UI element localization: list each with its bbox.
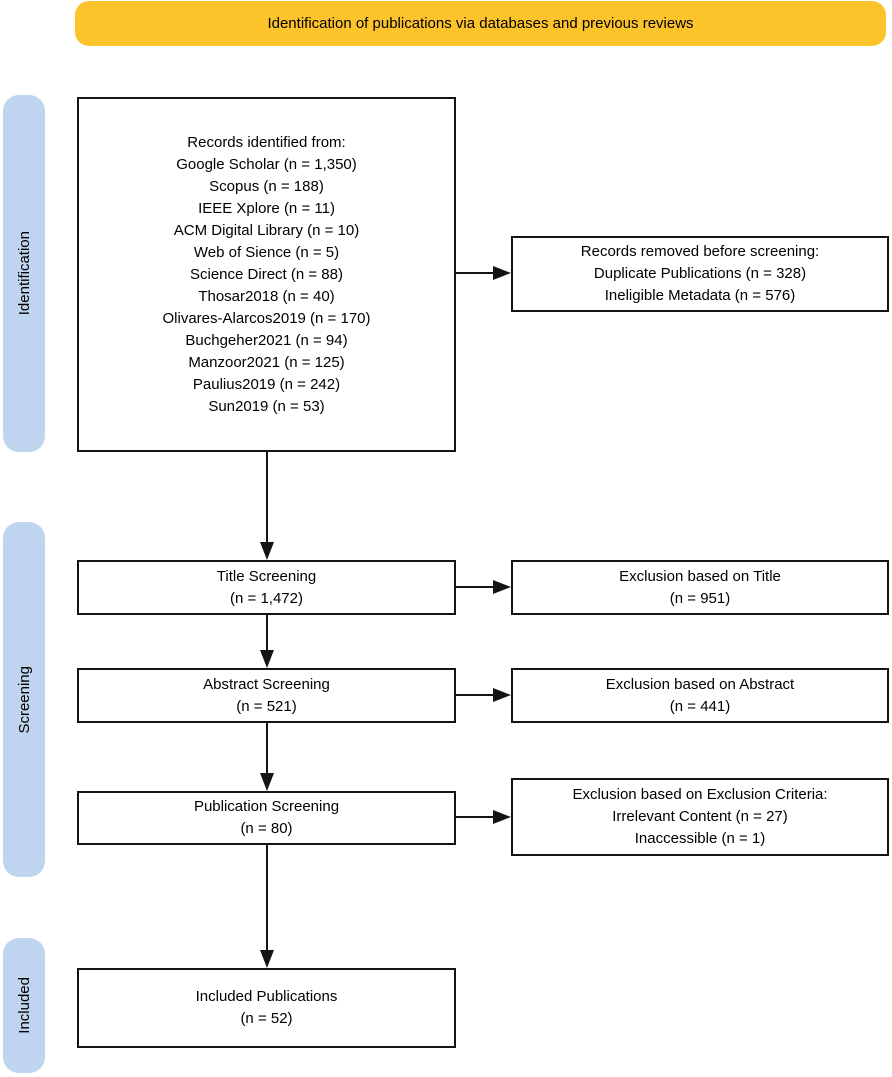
arrow-abstract-to-publication-line: [266, 723, 268, 773]
stage-label-identification: Identification: [3, 95, 45, 452]
box-line: Google Scholar (n = 1,350): [176, 155, 357, 173]
arrow-abstract-to-publication-head: [260, 773, 274, 791]
arrow-publication-to-included-head: [260, 950, 274, 968]
box-line: (n = 521): [236, 697, 297, 715]
abstract-screening-box: Abstract Screening (n = 521): [77, 668, 456, 723]
box-line: Title Screening: [216, 567, 317, 585]
records-identified-box: Records identified from: Google Scholar …: [77, 97, 456, 452]
box-line: Publication Screening: [193, 798, 340, 815]
box-line: Web of Sience (n = 5): [193, 243, 340, 261]
arrow-title-to-abstract-head: [260, 650, 274, 668]
stage-included-text: Included: [15, 977, 33, 1034]
box-line: (n = 441): [669, 697, 731, 715]
arrow-identified-to-title-head: [260, 542, 274, 560]
arrow-abstract-to-exclusion-line: [456, 694, 493, 696]
box-line: Duplicate Publications (n = 328): [593, 265, 807, 282]
box-line: Abstract Screening: [203, 675, 330, 693]
box-line: Ineligible Metadata (n = 576): [604, 287, 796, 304]
box-line: Sun2019 (n = 53): [208, 397, 325, 415]
title-screening-box: Title Screening (n = 1,472): [77, 560, 456, 615]
box-line: Included Publications: [195, 988, 338, 1005]
box-line: IEEE Xplore (n = 11): [198, 199, 335, 217]
arrow-identified-to-removed-head: [493, 266, 511, 280]
box-line: (n = 80): [240, 820, 293, 837]
arrow-identified-to-removed-line: [456, 272, 493, 274]
exclusion-title-box: Exclusion based on Title (n = 951): [511, 560, 889, 615]
arrow-publication-to-exclusion-line: [456, 816, 493, 818]
box-line: Irrelevant Content (n = 27): [612, 808, 788, 825]
box-line: Records removed before screening:: [580, 243, 820, 260]
box-line: Paulius2019 (n = 242): [192, 375, 341, 393]
box-line: Exclusion based on Title: [619, 567, 781, 585]
box-line: Records identified from:: [187, 133, 346, 151]
stage-screening-text: Screening: [15, 665, 33, 734]
stage-label-screening: Screening: [3, 522, 45, 877]
publication-screening-box: Publication Screening (n = 80): [77, 791, 456, 845]
arrow-title-to-exclusion-head: [493, 580, 511, 594]
box-line: Inaccessible (n = 1): [634, 830, 766, 847]
arrow-identified-to-title-line: [266, 452, 268, 542]
arrow-title-to-abstract-line: [266, 615, 268, 650]
stage-identification-text: Identification: [15, 231, 33, 316]
included-publications-box: Included Publications (n = 52): [77, 968, 456, 1048]
box-line: Exclusion based on Exclusion Criteria:: [572, 786, 828, 803]
box-line: (n = 1,472): [230, 589, 303, 607]
box-line: Exclusion based on Abstract: [605, 675, 795, 693]
box-line: Science Direct (n = 88): [190, 265, 343, 283]
box-line: (n = 951): [669, 589, 731, 607]
arrow-publication-to-included-line: [266, 845, 268, 950]
box-line: Thosar2018 (n = 40): [198, 287, 335, 305]
header-banner: Identification of publications via datab…: [75, 1, 886, 46]
arrow-publication-to-exclusion-head: [493, 810, 511, 824]
arrow-abstract-to-exclusion-head: [493, 688, 511, 702]
records-removed-box: Records removed before screening: Duplic…: [511, 236, 889, 312]
exclusion-abstract-box: Exclusion based on Abstract (n = 441): [511, 668, 889, 723]
arrow-title-to-exclusion-line: [456, 586, 493, 588]
header-title: Identification of publications via datab…: [267, 15, 694, 32]
box-line: (n = 52): [240, 1010, 293, 1027]
box-line: Buchgeher2021 (n = 94): [185, 331, 348, 349]
exclusion-criteria-box: Exclusion based on Exclusion Criteria: I…: [511, 778, 889, 856]
box-line: Olivares-Alarcos2019 (n = 170): [162, 309, 371, 327]
stage-label-included: Included: [3, 938, 45, 1073]
box-line: ACM Digital Library (n = 10): [173, 221, 360, 239]
box-line: Scopus (n = 188): [209, 177, 324, 195]
box-line: Manzoor2021 (n = 125): [188, 353, 345, 371]
